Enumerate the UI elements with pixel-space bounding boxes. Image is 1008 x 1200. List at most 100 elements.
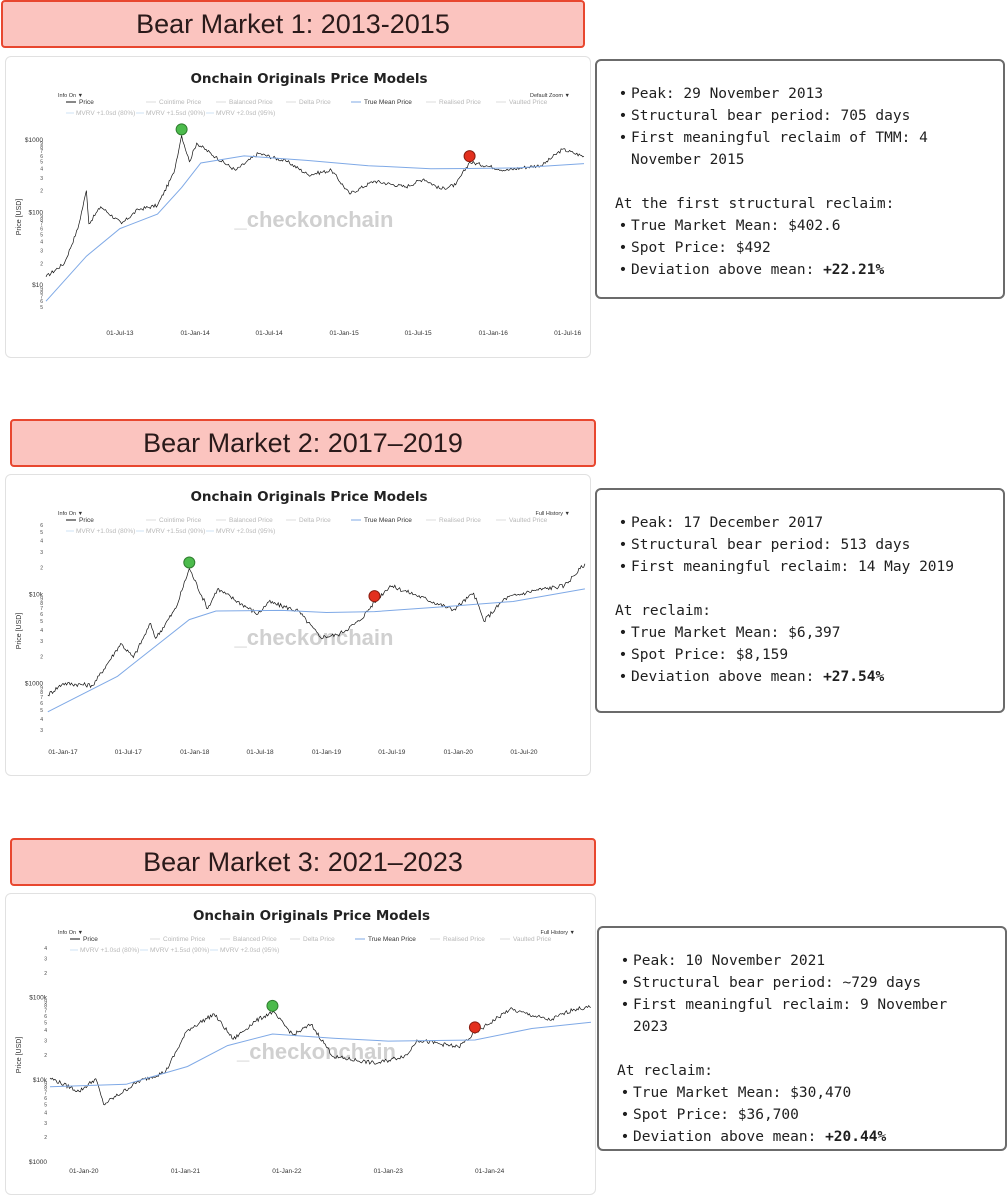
info-bullet-row: • Structural bear period: ~729 days — [617, 972, 987, 994]
bullet-dot: • — [618, 669, 628, 685]
legend-item: Realised Price — [439, 517, 481, 524]
bullet-dot: • — [618, 559, 628, 575]
y-tick-label: 4 — [40, 239, 43, 245]
y-tick-label: 8 — [44, 1003, 47, 1009]
x-tick-label: 01-Jan-20 — [69, 1168, 99, 1175]
y-axis-label: Price [USD] — [16, 613, 23, 650]
x-tick-label: 01-Jan-15 — [330, 330, 360, 337]
bullet-dot: • — [618, 86, 628, 102]
y-tick-label: 4 — [40, 167, 43, 173]
y-tick-label: 9 — [40, 596, 43, 602]
info-bullet-text: Structural bear period: ~729 days — [633, 975, 922, 991]
y-tick-label: 7 — [40, 149, 43, 155]
x-tick-label: 01-Jan-23 — [374, 1168, 404, 1175]
deviation-value: +20.44% — [825, 1129, 887, 1145]
info-subheading: At the first structural reclaim: — [615, 196, 895, 212]
y-tick-label: 5 — [40, 160, 43, 166]
y-tick-label: 4 — [40, 539, 43, 545]
y-tick-label: 8 — [40, 145, 43, 151]
info-bullet-row: • Structural bear period: 513 days — [615, 534, 985, 556]
info-bullet-text: Structural bear period: 513 days — [631, 537, 911, 553]
legend-item: Balanced Price — [233, 936, 277, 943]
bullet-dot: • — [620, 1085, 630, 1101]
legend-item: MVRV +1.0sd (80%) — [76, 528, 135, 535]
y-tick-label: $10k — [29, 591, 44, 598]
zoom-dropdown: Full History ▼ — [536, 511, 570, 517]
x-tick-label: 01-Jul-14 — [255, 330, 282, 337]
true-mean-series-line — [49, 1021, 592, 1088]
y-tick-label: 5 — [40, 305, 43, 311]
deviation-value: +22.21% — [823, 262, 885, 278]
bullet-dot: • — [618, 647, 628, 663]
y-tick-label: 8 — [40, 690, 43, 696]
info-toggle: Info On ▼ — [58, 511, 83, 517]
watermark: _checkonchain — [234, 625, 394, 650]
legend-item: Price — [83, 936, 98, 943]
legend-item: Price — [79, 99, 94, 106]
y-tick-label: $1000 — [29, 1159, 47, 1166]
y-tick-label: 4 — [44, 1028, 47, 1034]
y-tick-label: 4 — [44, 946, 47, 952]
x-tick-label: 01-Jul-17 — [115, 749, 142, 756]
section-title: Bear Market 2: 2017–2019 — [143, 427, 463, 458]
bullet-dot: • — [618, 625, 628, 641]
info-bullet-text: Deviation above mean: +20.44% — [633, 1129, 887, 1145]
watermark: _checkonchain — [236, 1039, 396, 1064]
y-tick-label: 2 — [40, 189, 43, 195]
legend-item: Realised Price — [443, 936, 485, 943]
y-tick-label: 3 — [44, 1121, 47, 1127]
info-bullet-row: • Peak: 17 December 2017 — [615, 512, 985, 534]
y-tick-label: $10k — [33, 1077, 48, 1084]
legend-item: MVRV +1.0sd (80%) — [80, 947, 139, 954]
x-tick-label: 01-Jan-20 — [444, 749, 474, 756]
info-bullet-row: • Deviation above mean: +20.44% — [617, 1126, 987, 1148]
y-tick-label: 2 — [40, 565, 43, 571]
y-tick-label: 5 — [40, 530, 43, 536]
y-tick-label: 4 — [40, 717, 43, 723]
y-tick-label: 8 — [44, 1086, 47, 1092]
x-tick-label: 01-Jan-21 — [171, 1168, 201, 1175]
legend-item: Price — [79, 517, 94, 524]
info-bullet-row: • Peak: 10 November 2021 — [617, 950, 987, 972]
bear-market-section: Bear Market 1: 2013-2015 Onchain Origina… — [0, 0, 1008, 380]
y-tick-label: 7 — [44, 1090, 47, 1096]
y-tick-label: 7 — [40, 695, 43, 701]
legend-item: MVRV +2.0sd (95%) — [220, 947, 279, 954]
y-tick-label: 3 — [44, 956, 47, 962]
info-subheading: At reclaim: — [615, 603, 712, 619]
reclaim-marker — [468, 1021, 481, 1034]
spacer — [617, 1038, 987, 1060]
info-bullet-row: • Spot Price: $8,159 — [615, 644, 985, 666]
info-bullet-text: True Market Mean: $6,397 — [631, 625, 841, 641]
x-tick-label: 01-Jan-14 — [180, 330, 210, 337]
info-bullet-row: • Deviation above mean: +22.21% — [615, 259, 985, 281]
y-tick-label: 7 — [44, 1008, 47, 1014]
y-tick-label: 5 — [44, 1020, 47, 1026]
y-tick-label: 2 — [44, 1053, 47, 1059]
info-bullet-row: • Structural bear period: 705 days — [615, 105, 985, 127]
bullet-dot: • — [618, 537, 628, 553]
legend-item: Cointime Price — [159, 517, 202, 524]
y-tick-label: 7 — [40, 222, 43, 228]
y-tick-label: 4 — [40, 628, 43, 634]
section-header: Bear Market 2: 2017–2019 — [10, 419, 596, 467]
x-tick-label: 01-Jul-16 — [554, 330, 581, 337]
legend-item: Vaulted Price — [509, 99, 548, 106]
info-bullet-row: • True Market Mean: $402.6 — [615, 215, 985, 237]
y-tick-label: 9 — [44, 999, 47, 1005]
bullet-dot: • — [618, 240, 628, 256]
chart-title: Onchain Originals Price Models — [190, 71, 427, 87]
legend-item: MVRV +1.5sd (90%) — [150, 947, 209, 954]
x-tick-label: 01-Jan-19 — [312, 749, 342, 756]
y-tick-label: $1000 — [25, 680, 43, 687]
x-tick-label: 01-Jan-24 — [475, 1168, 505, 1175]
info-bullet-text: Spot Price: $36,700 — [633, 1107, 799, 1123]
x-tick-label: 01-Jul-15 — [405, 330, 432, 337]
y-tick-label: 6 — [40, 701, 43, 707]
info-bullet-text: Deviation above mean: +22.21% — [631, 262, 885, 278]
legend-item: Balanced Price — [229, 99, 273, 106]
bullet-dot: • — [620, 1107, 630, 1123]
info-bullet-text: Peak: 17 December 2017 — [631, 515, 824, 531]
info-bullet-text: Structural bear period: 705 days — [631, 108, 911, 124]
y-tick-label: 2 — [44, 971, 47, 977]
